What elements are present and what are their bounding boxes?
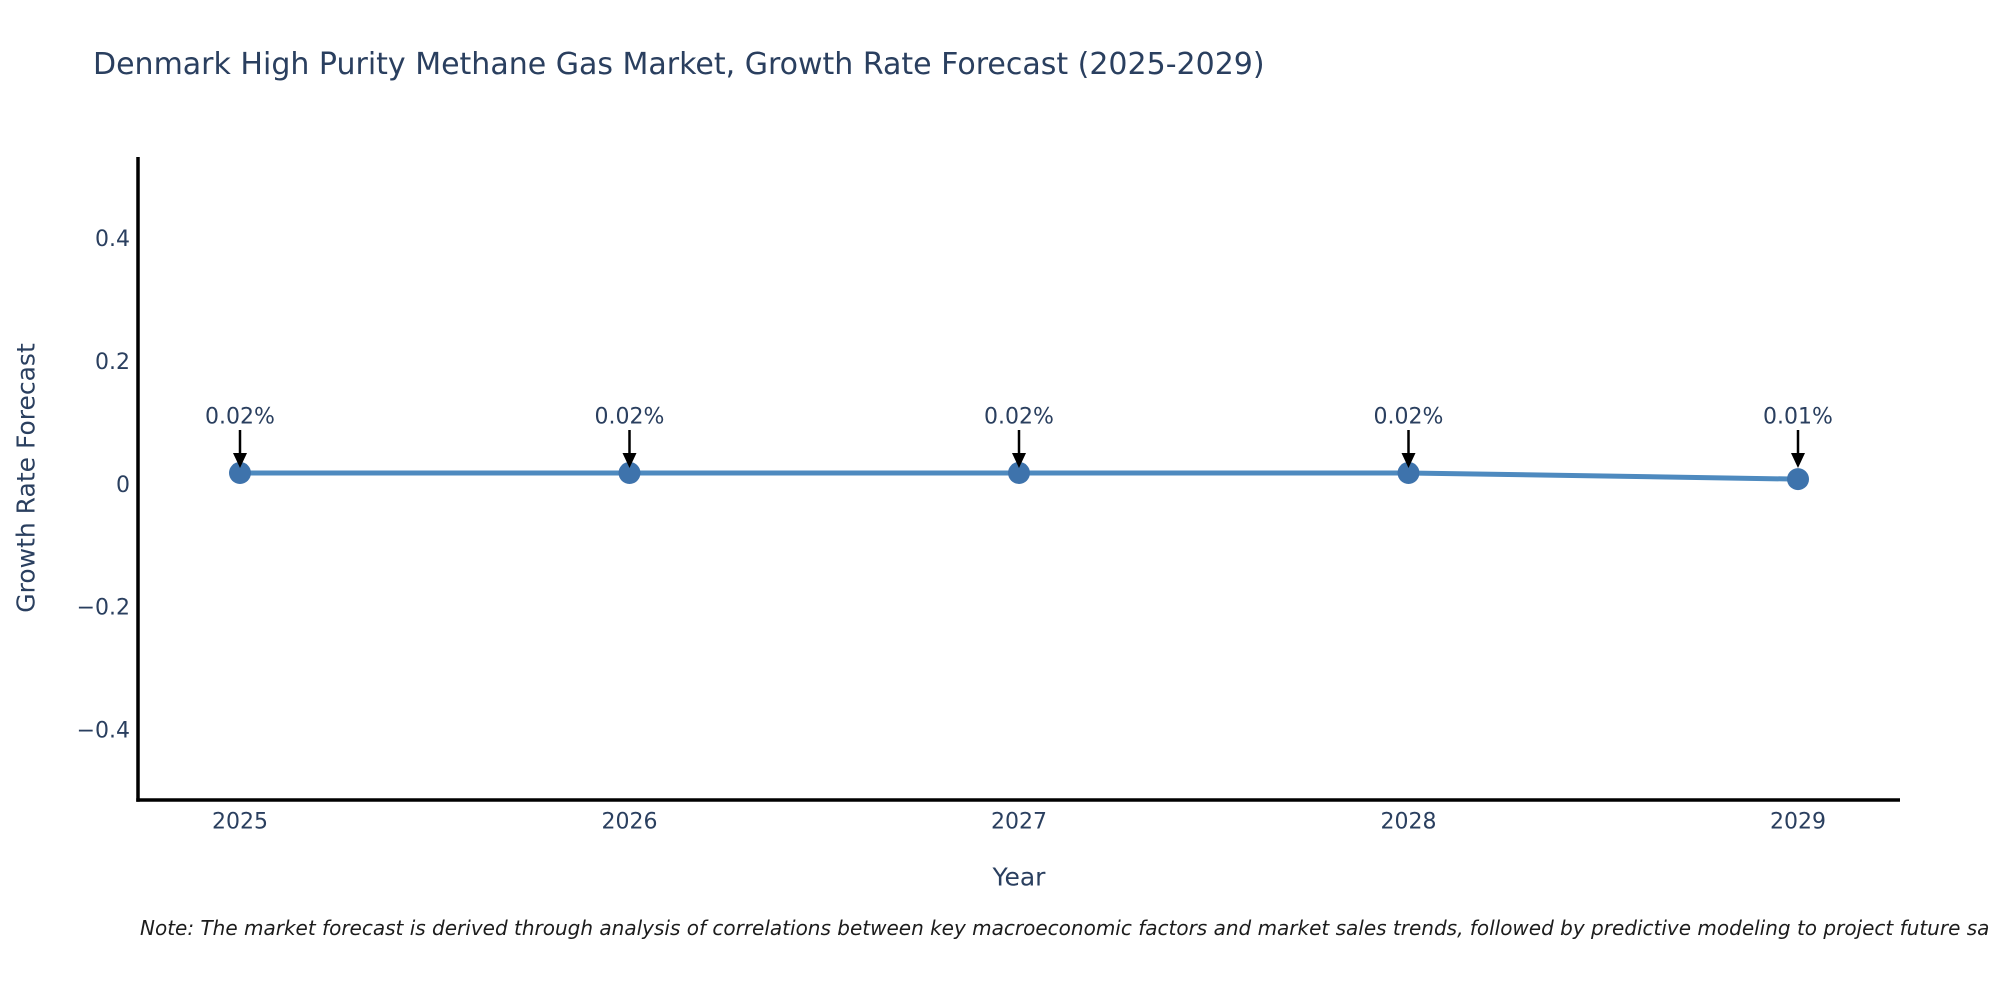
data-point-label: 0.02%: [984, 405, 1054, 430]
y-axis-title: Growth Rate Forecast: [12, 343, 41, 613]
data-point-label: 0.02%: [1374, 405, 1444, 430]
y-tick-label: −0.4: [77, 719, 130, 744]
x-tick-label: 2025: [212, 810, 268, 835]
y-tick-label: 0.4: [95, 227, 130, 252]
annotation-arrow-head: [1791, 453, 1805, 468]
data-point-label: 0.01%: [1763, 405, 1833, 430]
data-point-marker: [1397, 461, 1420, 484]
data-point-marker: [618, 461, 641, 484]
annotation-arrow-head: [233, 453, 247, 468]
annotation-arrow-head: [1401, 453, 1416, 468]
x-tick-label: 2026: [602, 810, 658, 835]
data-point-marker: [229, 461, 251, 484]
y-tick-label: 0: [116, 473, 130, 498]
annotation-arrow-head: [1012, 453, 1026, 468]
footnote: Note: The market forecast is derived thr…: [140, 916, 1990, 940]
data-point-marker: [1008, 461, 1030, 484]
data-point-marker: [1787, 468, 1809, 491]
chart-title: Denmark High Purity Methane Gas Market, …: [93, 47, 1265, 82]
x-tick-label: 2028: [1381, 810, 1437, 835]
x-tick-label: 2027: [991, 810, 1047, 835]
annotation-arrow-head: [622, 453, 637, 468]
x-tick-label: 2029: [1770, 810, 1826, 835]
data-point-label: 0.02%: [205, 405, 275, 430]
y-tick-label: −0.2: [77, 596, 130, 621]
chart-canvas: 0.4 0.2 0 −0.2 −0.4 2025 2026 2027 2028 2029 Growt…: [12, 157, 1900, 892]
x-axis-title: Year: [992, 863, 1047, 892]
data-point-label: 0.02%: [595, 405, 665, 430]
y-tick-label: 0.2: [95, 350, 130, 375]
